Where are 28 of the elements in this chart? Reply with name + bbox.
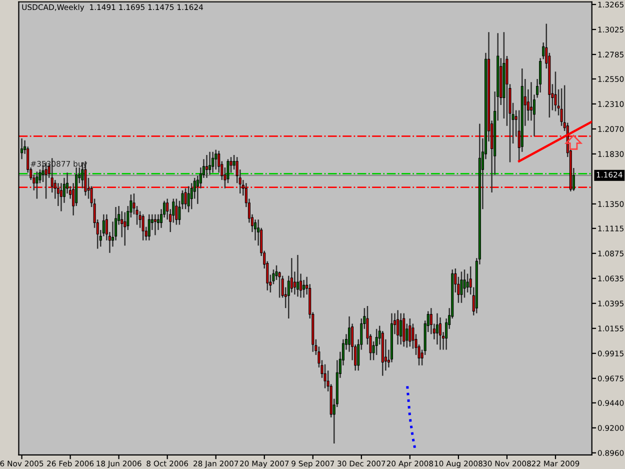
candlestick (212, 151, 214, 174)
candlestick (296, 254, 299, 298)
candlestick (460, 271, 463, 304)
candlestick (154, 214, 156, 236)
candlestick (187, 186, 190, 213)
candlestick (60, 182, 62, 212)
candlestick (175, 198, 178, 226)
candlestick (254, 218, 257, 242)
candlestick (436, 312, 438, 346)
candlestick (439, 316, 442, 350)
candlestick (463, 268, 466, 298)
candlestick (214, 149, 218, 170)
candlestick (184, 188, 187, 210)
candlestick (396, 310, 400, 346)
candlestick (148, 214, 150, 242)
candlestick (400, 312, 402, 346)
candlestick (466, 273, 469, 294)
candlestick (554, 71, 557, 112)
candlestick (190, 182, 193, 210)
candlestick (402, 312, 406, 348)
candlestick (375, 328, 378, 356)
candlestick (324, 364, 326, 389)
candlestick (408, 318, 412, 348)
candlestick (208, 151, 212, 176)
candlestick (142, 214, 144, 242)
candlestick (56, 182, 60, 207)
candlestick (36, 171, 38, 200)
candlestick (206, 154, 208, 179)
